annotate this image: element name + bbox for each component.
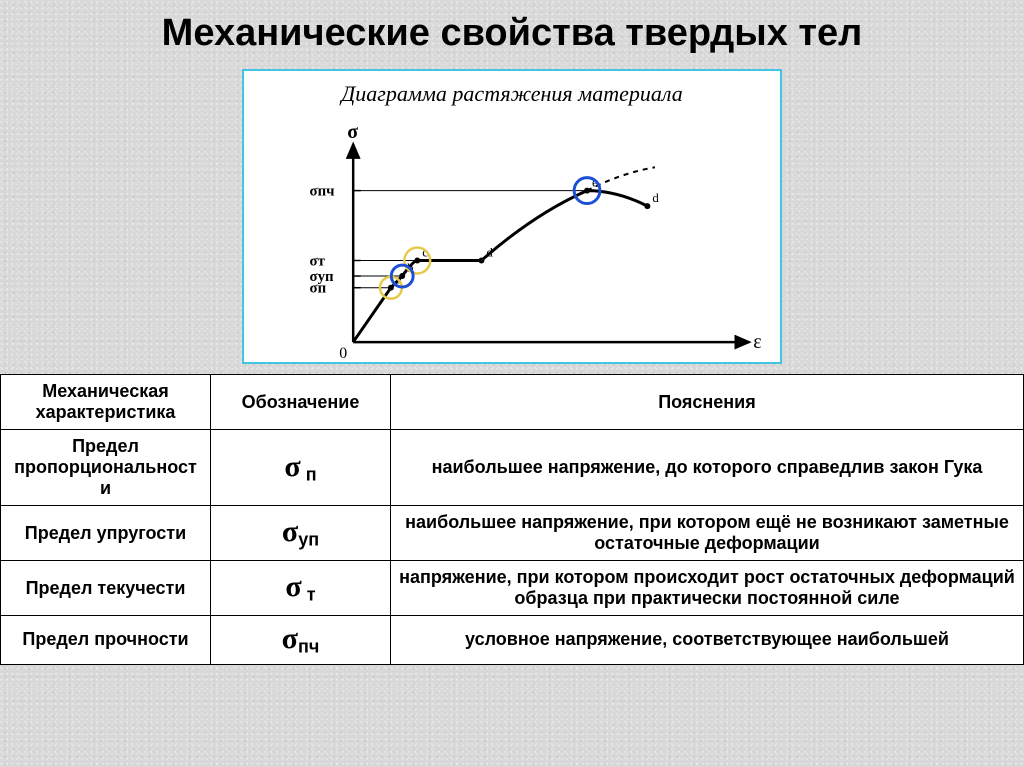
table-row: Предел текучестиσ тнапряжение, при котор… [1,561,1024,616]
table-row: Предел прочностиσпчусловное напряжение, … [1,616,1024,665]
cell-description: условное напряжение, соответствующее наи… [391,616,1024,665]
col-header-description: Пояснения [391,375,1024,430]
stress-strain-chart: Диаграмма растяжения материала 0σεσпσупσ… [242,69,782,364]
properties-table-wrap: Механическая характеристика Обозначение … [0,374,1024,665]
cell-symbol: σ п [211,430,391,506]
cell-description: наибольшее напряжение, при котором ещё н… [391,506,1024,561]
cell-symbol: σпч [211,616,391,665]
sigma-subscript: т [302,585,316,605]
sigma-main: σ [285,570,301,603]
svg-text:0: 0 [339,345,347,362]
chart-title: Диаграмма растяжения материала [244,71,780,107]
table-row: Предел пропорциональностиσ пнаибольшее н… [1,430,1024,506]
col-header-symbol: Обозначение [211,375,391,430]
svg-text:σт: σт [310,253,326,269]
svg-text:σ: σ [347,121,358,143]
cell-symbol: σ т [211,561,391,616]
svg-text:d: d [486,245,493,260]
cell-characteristic: Предел текучести [1,561,211,616]
table-row: Предел упругостиσупнаибольшее напряжение… [1,506,1024,561]
chart-svg: 0σεσпσупσтσпчabcded [244,113,780,362]
svg-text:σпч: σпч [310,184,336,200]
properties-table: Механическая характеристика Обозначение … [0,374,1024,665]
sigma-main: σ [284,450,300,483]
svg-text:σуп: σуп [310,269,335,285]
cell-characteristic: Предел упругости [1,506,211,561]
col-header-characteristic: Механическая характеристика [1,375,211,430]
sigma-subscript: пч [298,637,319,657]
sigma-main: σ [282,622,298,655]
sigma-main: σ [282,515,298,548]
cell-description: напряжение, при котором происходит рост … [391,561,1024,616]
svg-text:ε: ε [753,331,761,353]
cell-symbol: σуп [211,506,391,561]
cell-characteristic: Предел прочности [1,616,211,665]
svg-text:d: d [652,190,659,205]
cell-description: наибольшее напряжение, до которого справ… [391,430,1024,506]
sigma-subscript: уп [298,530,319,550]
cell-characteristic: Предел пропорциональности [1,430,211,506]
page-title: Механические свойства твердых тел [162,12,863,55]
sigma-subscript: п [301,464,317,484]
